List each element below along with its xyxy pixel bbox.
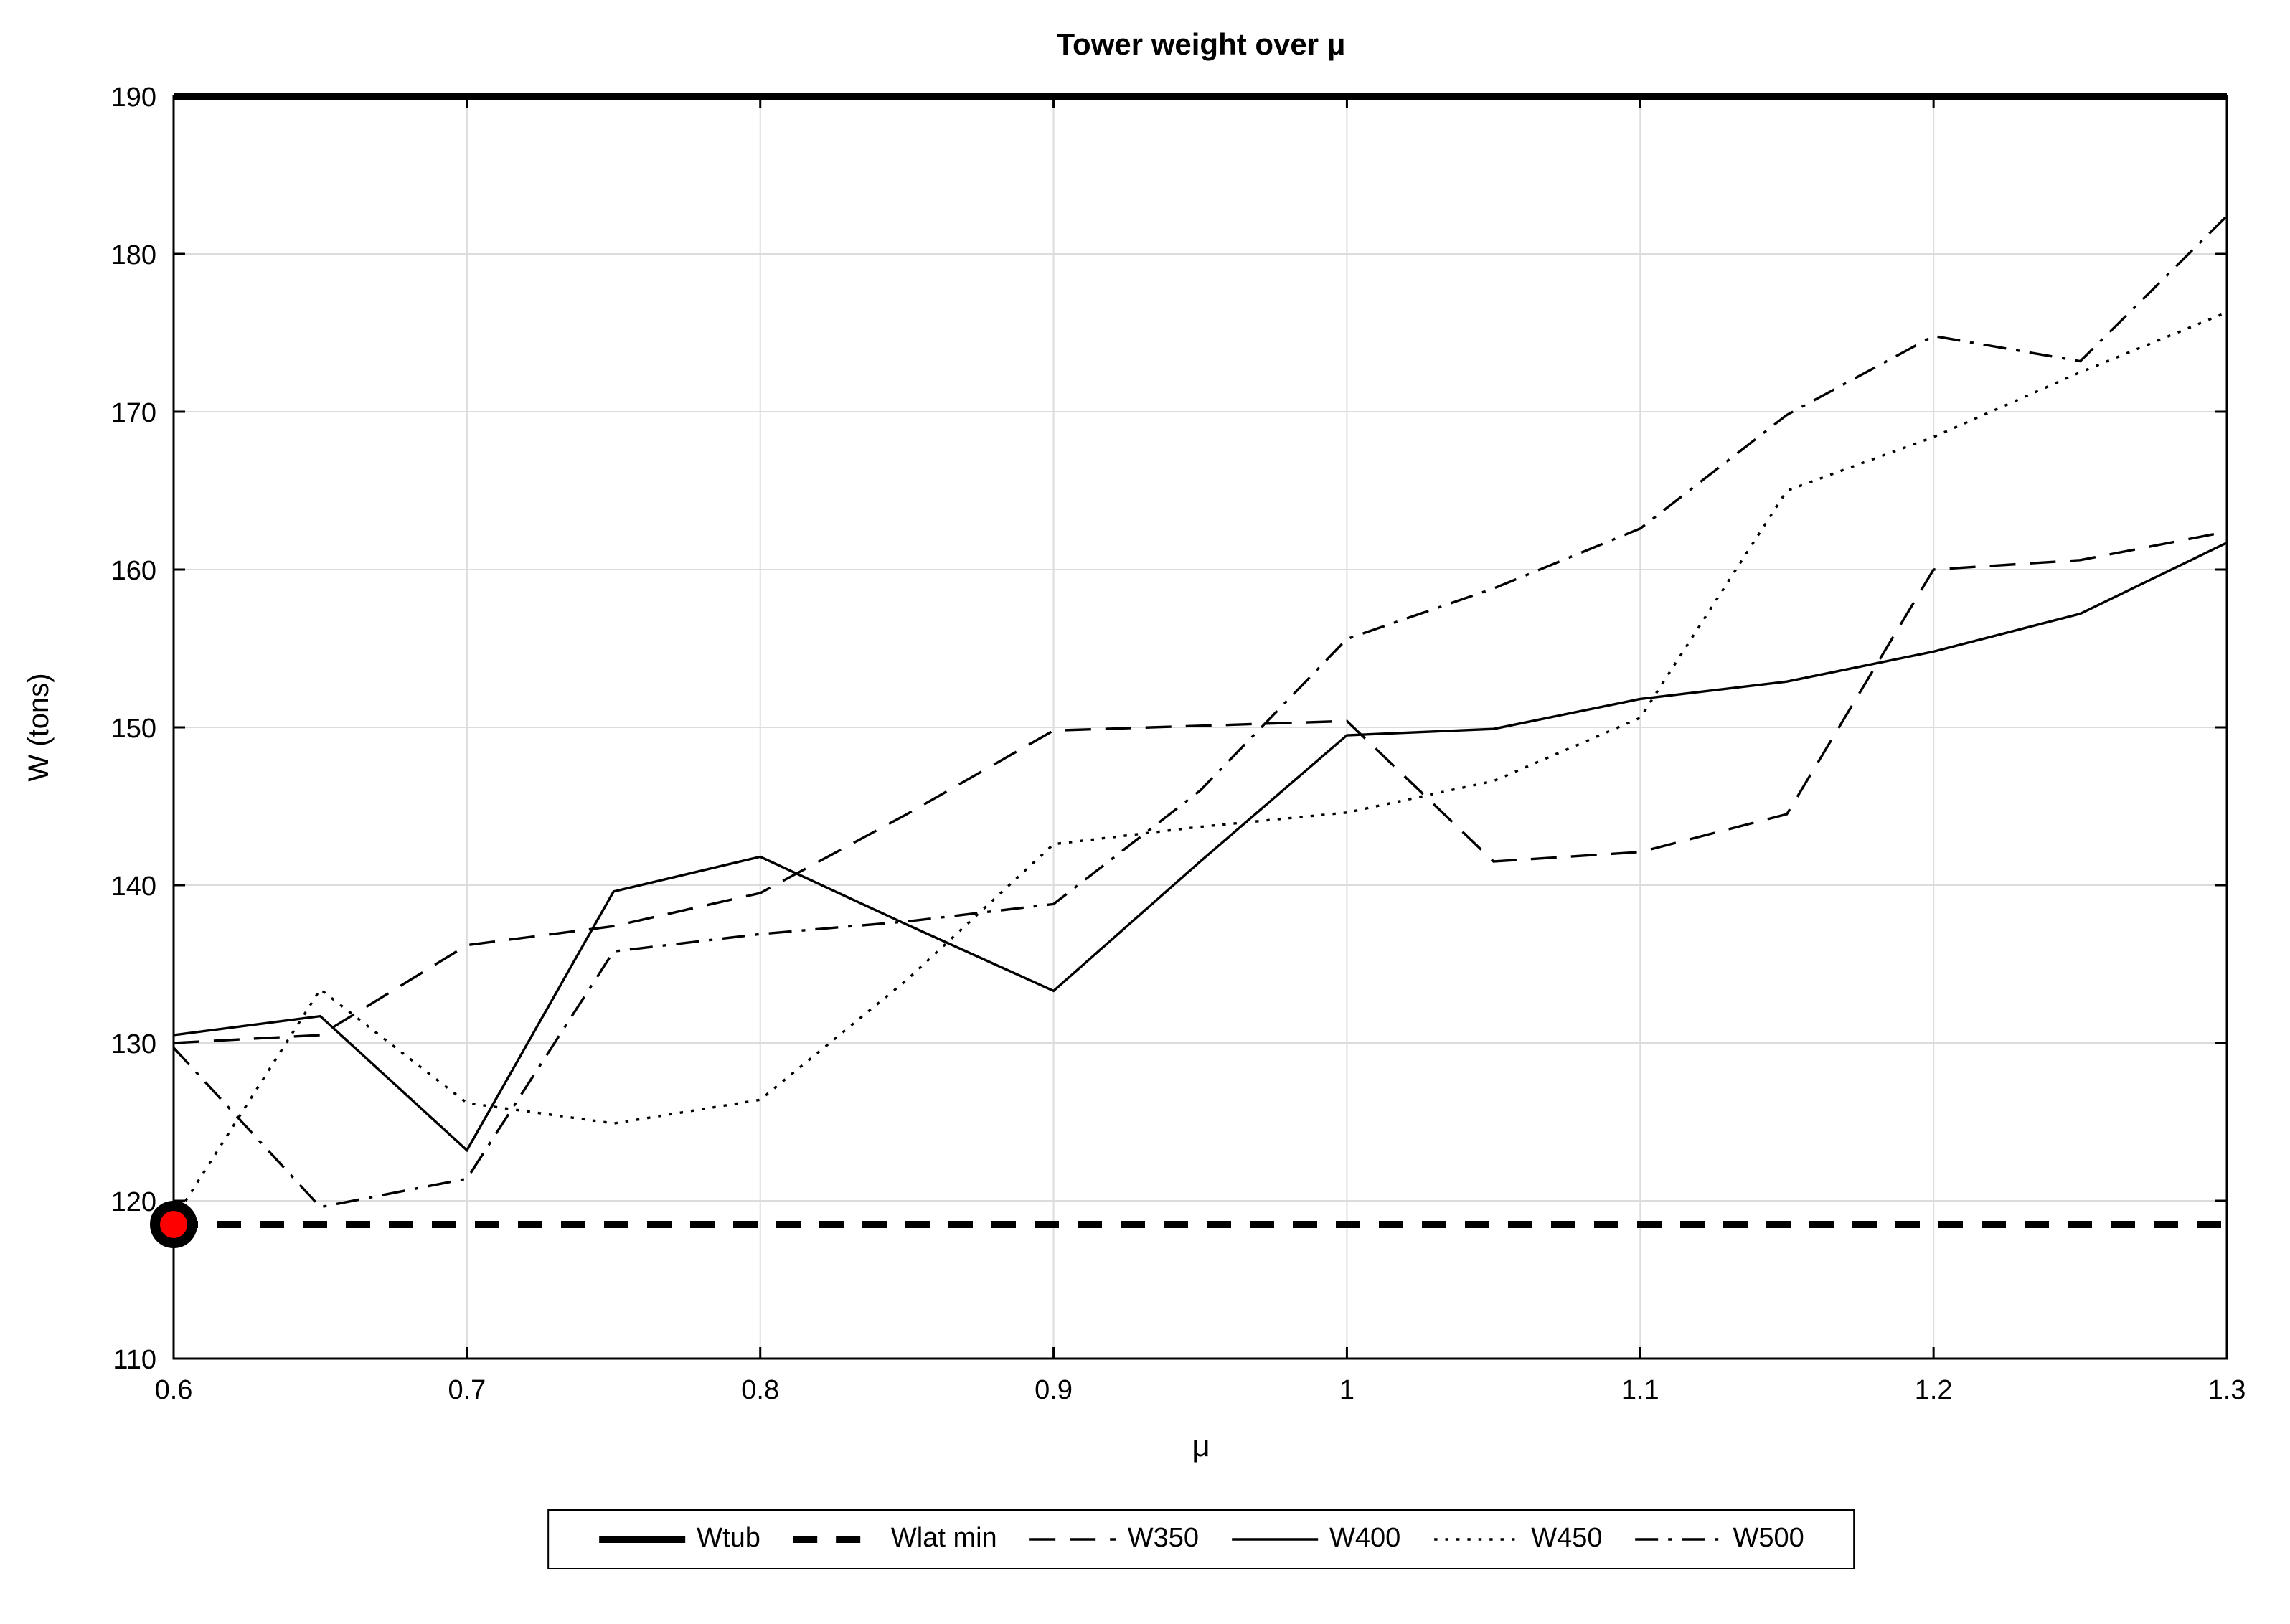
x-tick-label: 0.8 <box>741 1375 779 1405</box>
legend-line-sample <box>1433 1538 1520 1541</box>
y-tick-label: 160 <box>111 556 156 586</box>
selected-point-marker <box>150 1201 197 1248</box>
series-w500-line <box>172 214 2228 1209</box>
x-tick-label: 0.9 <box>1035 1375 1073 1405</box>
series-w450-line <box>172 311 2228 1221</box>
x-tick-label: 0.6 <box>155 1375 193 1405</box>
x-tick-label: 1.3 <box>2208 1375 2246 1405</box>
legend-item-w450: W450 <box>1432 1524 1603 1555</box>
legend-item-w500: W500 <box>1634 1524 1804 1555</box>
legend-line-sample <box>793 1536 880 1543</box>
y-tick-label: 190 <box>111 82 156 113</box>
y-tick-label: 120 <box>111 1187 156 1217</box>
x-tick-label: 1 <box>1339 1375 1354 1405</box>
legend-item-wlat-min: Wlat min <box>792 1524 997 1555</box>
legend-label: W450 <box>1531 1524 1603 1554</box>
series-w350-line <box>173 530 2228 1044</box>
y-tick-label: 180 <box>111 240 156 270</box>
legend-item-w350: W350 <box>1029 1524 1199 1555</box>
y-axis-label: W (tons) <box>24 673 55 782</box>
y-tick-label: 170 <box>111 398 156 428</box>
legend-line-sample <box>599 1536 686 1543</box>
legend-item-w400: W400 <box>1230 1524 1400 1555</box>
y-tick-label: 130 <box>111 1029 156 1059</box>
legend-label: W350 <box>1127 1524 1199 1554</box>
legend-label: W500 <box>1733 1524 1804 1554</box>
x-axis-label: μ <box>1192 1427 1210 1463</box>
plot-svg: 0.6 0.7 0.8 0.9 1 1.1 1.2 1.3 110 120 130 140 150 160… <box>111 82 2246 1405</box>
y-tick-label: 110 <box>113 1345 156 1375</box>
x-tick-label: 0.7 <box>448 1375 486 1405</box>
x-tick-label: 1.2 <box>1915 1375 1953 1405</box>
chart-title: Tower weight over μ <box>1056 29 1346 62</box>
y-tick-label: 140 <box>111 872 156 902</box>
legend-line-sample <box>1231 1538 1318 1541</box>
legend-label: Wlat min <box>890 1524 997 1554</box>
series-w400-line <box>173 542 2228 1153</box>
legend-line-sample <box>1635 1538 1722 1541</box>
legend-label: Wtub <box>697 1524 760 1554</box>
y-tick-label: 150 <box>111 714 156 744</box>
legend-item-wtub: Wtub <box>598 1524 760 1555</box>
x-tick-label: 1.1 <box>1621 1375 1659 1405</box>
legend-box: Wtub Wlat min W350 W400 W450 W500 <box>547 1509 1855 1569</box>
legend-line-sample <box>1029 1538 1116 1541</box>
legend-label: W400 <box>1329 1524 1401 1554</box>
